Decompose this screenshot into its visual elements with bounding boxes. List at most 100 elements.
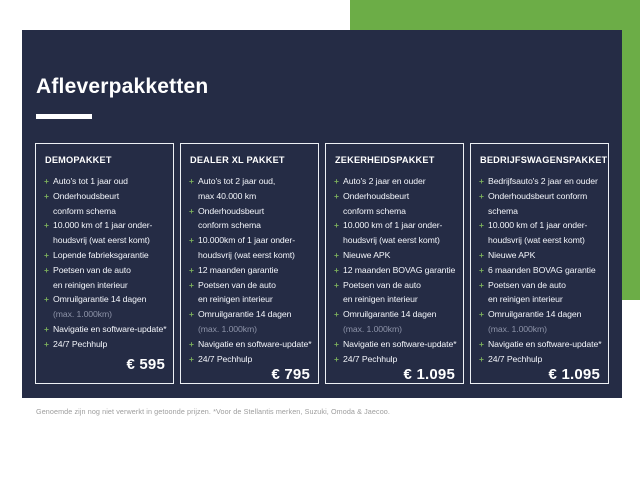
package-title: DEALER XL PAKKET — [190, 155, 285, 165]
package-item-text: Onderhoudsbeurt conform schema — [198, 205, 265, 231]
package-card: DEMOPAKKET + Auto's tot 1 jaar oud + Onderh… — [35, 143, 174, 384]
page-title: Afleverpakketten — [36, 75, 209, 98]
package-items: + Auto's 2 jaar en ouder + Onderhoudsbeurt … — [334, 174, 457, 366]
package-price: € 795 — [271, 366, 310, 384]
package-item-text: Navigatie en software-update* — [53, 323, 167, 334]
package-item-text: Nieuwe APK — [343, 249, 391, 260]
package-item-text: Omruilgarantie 14 dagen (max. 1.000km) — [488, 307, 581, 337]
plus-bullet-icon: + — [479, 338, 484, 349]
package-item: + Onderhoudsbeurt conform schema — [479, 189, 602, 219]
package-items: + Bedrijfsauto's 2 jaar en ouder + Onderhou… — [479, 174, 602, 366]
plus-bullet-icon: + — [44, 249, 49, 260]
package-item-note: (max. 1.000km) — [198, 323, 257, 334]
package-item: +6 maanden BOVAG garantie — [479, 263, 602, 278]
package-price: € 1.095 — [403, 366, 455, 384]
package-item: + Poetsen van de auto en reinigen interie… — [44, 263, 167, 293]
package-item: +12 maanden BOVAG garantie — [334, 263, 457, 278]
package-item-text: Omruilgarantie 14 dagen (max. 1.000km) — [198, 307, 291, 337]
package-item-text: Navigatie en software-update* — [198, 338, 312, 349]
package-item-text: 24/7 Pechhulp — [488, 353, 543, 364]
package-item: + Omruilgarantie 14 dagen (max. 1.000km) — [189, 307, 312, 337]
package-item-text: 10.000 km of 1 jaar onder- houdsvrij (wa… — [343, 220, 443, 246]
package-item: +24/7 Pechhulp — [189, 352, 312, 367]
package-item: + Poetsen van de auto en reinigen interie… — [479, 278, 602, 308]
package-item: +24/7 Pechhulp — [479, 352, 602, 367]
package-item-text: Auto's tot 2 jaar oud, max 40.000 km — [198, 176, 276, 201]
plus-bullet-icon: + — [189, 309, 194, 320]
package-item-text: Onderhoudsbeurt conform schema — [343, 190, 410, 216]
package-item-text: 10.000 km of 1 jaar onder- houdsvrij (wa… — [488, 220, 588, 246]
package-item-text: Navigatie en software-update* — [343, 338, 457, 349]
package-item-text: 6 maanden BOVAG garantie — [488, 264, 596, 275]
plus-bullet-icon: + — [479, 353, 484, 364]
package-price: € 595 — [126, 356, 165, 373]
footnote: Genoemde zijn nog niet verwerkt in getoo… — [36, 407, 390, 416]
plus-bullet-icon: + — [44, 176, 49, 186]
package-item: + Navigatie en software-update* — [334, 337, 457, 352]
package-item: +10.000km of 1 jaar onder- houdsvrij (wa… — [189, 233, 312, 263]
package-item: + Omruilgarantie 14 dagen (max. 1.000km) — [334, 307, 457, 337]
package-item-text: Omruilgarantie 14 dagen (max. 1.000km) — [343, 307, 436, 337]
plus-bullet-icon: + — [334, 176, 339, 186]
package-card: BEDRIJFSWAGENSPAKKET + Bedrijfsauto's 2 j… — [470, 143, 609, 384]
plus-bullet-icon: + — [44, 264, 49, 275]
package-item-note: (max. 1.000km) — [343, 323, 402, 334]
package-item: +24/7 Pechhulp — [334, 352, 457, 367]
package-item: +10.000 km of 1 jaar onder- houdsvrij (w… — [479, 218, 602, 248]
plus-bullet-icon: + — [44, 338, 49, 349]
package-item-text: Poetsen van de auto en reinigen interieu… — [53, 264, 131, 290]
package-item-text: Onderhoudsbeurt conform schema — [53, 190, 120, 216]
packages-panel: Afleverpakketten DEMOPAKKET + Auto's tot … — [22, 30, 622, 398]
package-item-text: 10.000 km of 1 jaar onder- houdsvrij (wa… — [53, 220, 153, 246]
plus-bullet-icon: + — [189, 338, 194, 349]
package-item-text: Poetsen van de auto en reinigen interieu… — [488, 279, 566, 305]
plus-bullet-icon: + — [334, 338, 339, 349]
package-item: + Poetsen van de auto en reinigen interie… — [189, 278, 312, 308]
package-item: +24/7 Pechhulp — [44, 337, 167, 352]
package-item: + Navigatie en software-update* — [44, 322, 167, 337]
plus-bullet-icon: + — [334, 353, 339, 364]
package-item-text: Navigatie en software-update* — [488, 338, 602, 349]
package-item: + Onderhoudsbeurt conform schema — [44, 189, 167, 219]
package-item: + Auto's tot 1 jaar oud — [44, 174, 167, 189]
package-item-text: Bedrijfsauto's 2 jaar en ouder — [488, 176, 598, 186]
package-item-text: Onderhoudsbeurt conform schema — [488, 190, 588, 216]
package-item: +10.000 km of 1 jaar onder- houdsvrij (w… — [44, 218, 167, 248]
package-item-text: 24/7 Pechhulp — [198, 353, 253, 364]
plus-bullet-icon: + — [479, 176, 484, 186]
package-item: + Nieuwe APK — [479, 248, 602, 263]
package-item-text: 24/7 Pechhulp — [53, 338, 108, 349]
package-item: + Auto's tot 2 jaar oud, max 40.000 km — [189, 174, 312, 204]
plus-bullet-icon: + — [189, 353, 194, 364]
plus-bullet-icon: + — [479, 220, 484, 231]
plus-bullet-icon: + — [44, 294, 49, 305]
plus-bullet-icon: + — [479, 190, 484, 201]
plus-bullet-icon: + — [189, 235, 194, 246]
package-item-text: Poetsen van de auto en reinigen interieu… — [343, 279, 421, 305]
package-item-note: (max. 1.000km) — [53, 309, 112, 320]
plus-bullet-icon: + — [479, 249, 484, 260]
plus-bullet-icon: + — [479, 279, 484, 290]
packages-row: DEMOPAKKET + Auto's tot 1 jaar oud + Onderh… — [35, 143, 609, 384]
plus-bullet-icon: + — [334, 309, 339, 320]
package-item: + Onderhoudsbeurt conform schema — [334, 189, 457, 219]
plus-bullet-icon: + — [189, 264, 194, 275]
plus-bullet-icon: + — [44, 190, 49, 201]
package-item: + Auto's 2 jaar en ouder — [334, 174, 457, 189]
package-item: + Omruilgarantie 14 dagen (max. 1.000km) — [44, 292, 167, 322]
package-item: + Bedrijfsauto's 2 jaar en ouder — [479, 174, 602, 189]
package-item: +10.000 km of 1 jaar onder- houdsvrij (w… — [334, 218, 457, 248]
plus-bullet-icon: + — [44, 323, 49, 334]
package-item: + Onderhoudsbeurt conform schema — [189, 204, 312, 234]
package-item: +12 maanden garantie — [189, 263, 312, 278]
plus-bullet-icon: + — [334, 190, 339, 201]
package-item-text: Poetsen van de auto en reinigen interieu… — [198, 279, 276, 305]
package-item: + Omruilgarantie 14 dagen (max. 1.000km) — [479, 307, 602, 337]
plus-bullet-icon: + — [189, 205, 194, 216]
package-item-text: 12 maanden BOVAG garantie — [343, 264, 456, 275]
package-items: + Auto's tot 1 jaar oud + Onderhoudsbeurt c… — [44, 174, 167, 352]
package-item-text: 12 maanden garantie — [198, 264, 279, 275]
plus-bullet-icon: + — [189, 176, 194, 186]
package-item: + Navigatie en software-update* — [189, 337, 312, 352]
